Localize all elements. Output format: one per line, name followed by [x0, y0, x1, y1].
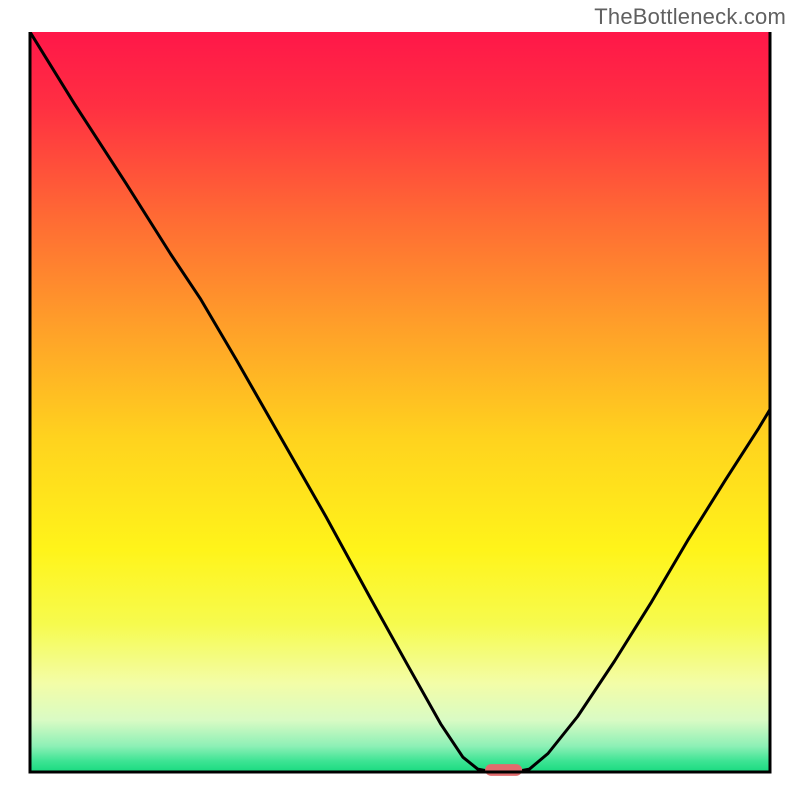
watermark-text: TheBottleneck.com	[594, 4, 786, 30]
chart-container: TheBottleneck.com	[0, 0, 800, 800]
gradient-background	[30, 32, 770, 772]
bottleneck-chart	[0, 0, 800, 800]
optimal-marker	[485, 764, 522, 776]
plot-area	[30, 32, 770, 776]
